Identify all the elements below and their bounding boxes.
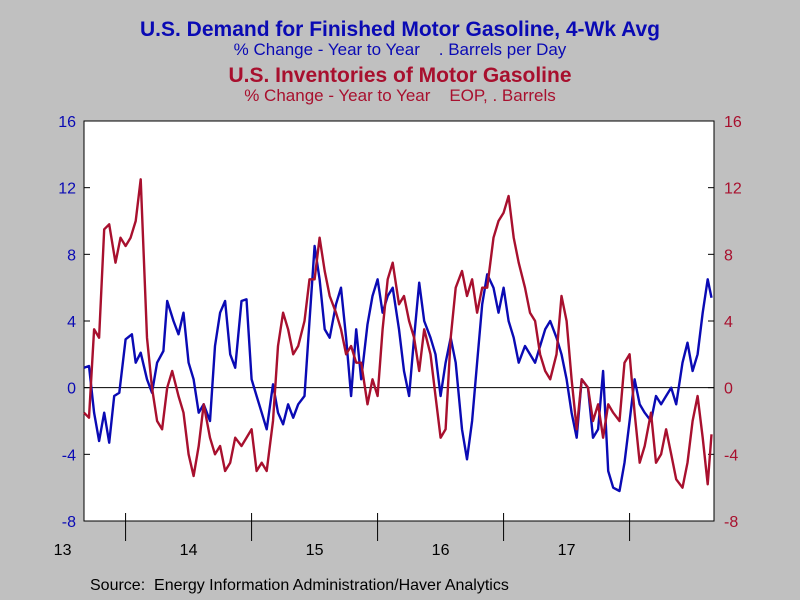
y-left-tick-label: -8	[62, 514, 76, 531]
series-lines	[83, 178, 713, 493]
y-right-tick-label: -8	[724, 514, 738, 531]
demand-series-line	[83, 244, 713, 493]
inventory-title: U.S. Inventories of Motor Gasoline	[228, 64, 572, 87]
y-left-tick-label: 12	[58, 181, 76, 198]
y-left-tick-label: -4	[62, 447, 76, 464]
inventory-subtitle: % Change - Year to Year EOP, . Barrels	[244, 86, 556, 105]
demand-subtitle: % Change - Year to Year . Barrels per Da…	[233, 40, 567, 59]
y-right-tick-label: 4	[724, 314, 733, 331]
x-tick-label: 17	[558, 542, 576, 559]
plot-area	[83, 120, 715, 522]
x-tick-label: 16	[432, 542, 450, 559]
x-tick-label: 15	[306, 542, 324, 559]
y-left-tick-label: 8	[67, 247, 76, 264]
x-tick-label: 14	[180, 542, 198, 559]
demand-title: U.S. Demand for Finished Motor Gasoline,…	[140, 18, 660, 41]
inventory-series-line	[83, 178, 713, 489]
y-left-tick-label: 16	[58, 114, 76, 131]
y-right-tick-label: 12	[724, 181, 742, 198]
y-left-tick-label: 4	[67, 314, 76, 331]
y-right-tick-label: 0	[724, 381, 733, 398]
y-right-tick-label: -4	[724, 447, 738, 464]
y-right-tick-label: 16	[724, 114, 742, 131]
x-tick-label: 13	[54, 542, 72, 559]
y-left-tick-label: 0	[67, 381, 76, 398]
axes: -8 -4 0 4 8 12 16 -8 -4 0 4 8 12 16 13 14 15 16 17	[54, 114, 742, 559]
y-right-tick-label: 8	[724, 247, 733, 264]
source-note: Source: Energy Information Administratio…	[90, 577, 509, 594]
